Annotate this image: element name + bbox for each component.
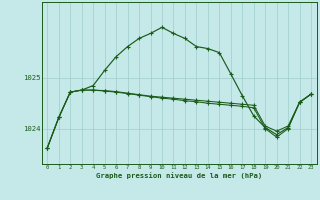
X-axis label: Graphe pression niveau de la mer (hPa): Graphe pression niveau de la mer (hPa) [96,172,262,179]
